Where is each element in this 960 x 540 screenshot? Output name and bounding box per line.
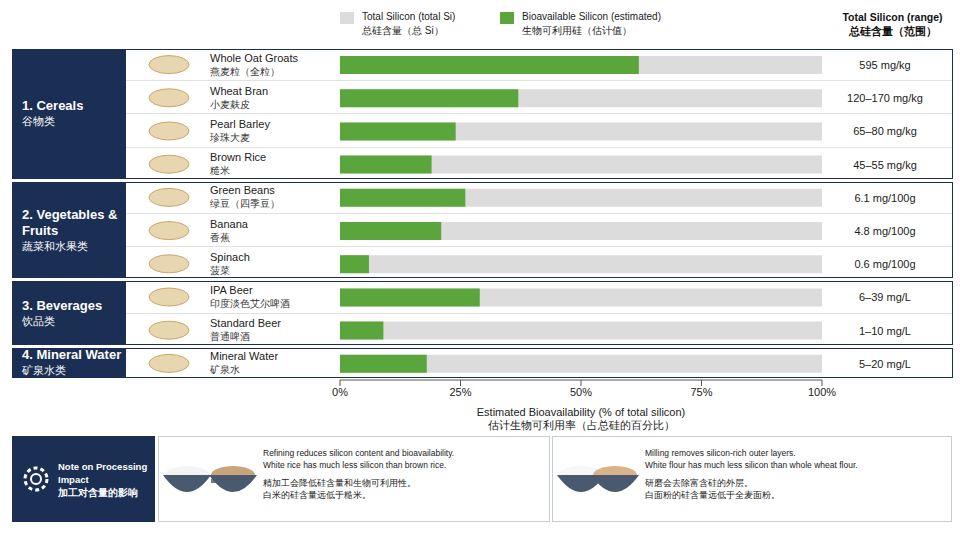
- html-text:饮品类: 饮品类: [22, 314, 55, 327]
- svg-text:Wheat Bran: Wheat Bran: [210, 85, 268, 97]
- html-text:3. Beverages: 3. Beverages: [22, 297, 103, 313]
- html-text:Milling removes silicon-rich o: Milling removes silicon-rich outer layer…: [645, 448, 796, 458]
- html-text:总硅含量（总 Si）: 总硅含量（总 Si）: [362, 25, 444, 36]
- html-text:Bioavailable Silicon (estimate: Bioavailable Silicon (estimated): [522, 11, 661, 22]
- svg-text:绿豆（四季豆）: 绿豆（四季豆）: [210, 198, 280, 209]
- html-text:Total Silicon (total Si): Total Silicon (total Si): [362, 11, 456, 22]
- svg-text:25%: 25%: [449, 386, 471, 398]
- svg-text:5–20 mg/L: 5–20 mg/L: [859, 358, 911, 370]
- svg-text:1–10 mg/L: 1–10 mg/L: [859, 325, 911, 337]
- svg-text:6–39 mg/L: 6–39 mg/L: [859, 291, 911, 303]
- svg-text:100%: 100%: [808, 386, 836, 398]
- svg-text:0%: 0%: [332, 386, 348, 398]
- html-text:蔬菜和水果类: 蔬菜和水果类: [22, 239, 88, 252]
- svg-text:IPA Beer: IPA Beer: [210, 284, 253, 296]
- html-text:4. Mineral Water: 4. Mineral Water: [22, 347, 122, 363]
- html-text:白面粉的硅含量远低于全麦面粉。: 白面粉的硅含量远低于全麦面粉。: [645, 490, 780, 500]
- svg-text:小麦麸皮: 小麦麸皮: [210, 99, 250, 110]
- svg-text:65–80 mg/kg: 65–80 mg/kg: [853, 125, 917, 137]
- svg-text:595 mg/kg: 595 mg/kg: [859, 59, 910, 71]
- svg-text:Whole Oat Groats: Whole Oat Groats: [210, 52, 299, 64]
- html-text:White rice has much less silic: White rice has much less silicon than br…: [263, 460, 447, 470]
- svg-text:120–170 mg/kg: 120–170 mg/kg: [847, 92, 923, 104]
- svg-text:燕麦粒（全粒）: 燕麦粒（全粒）: [210, 66, 280, 77]
- svg-text:0.6 mg/100g: 0.6 mg/100g: [854, 258, 915, 270]
- html-text:2. Vegetables & Fruits: 2. Vegetables & Fruits: [22, 206, 118, 238]
- html-text:矿泉水类: 矿泉水类: [22, 364, 66, 377]
- html-text:Total Silicon (range): Total Silicon (range): [842, 11, 943, 23]
- svg-text:75%: 75%: [690, 386, 712, 398]
- svg-text:香蕉: 香蕉: [210, 232, 230, 243]
- html-text:白米的硅含量远低于糙米。: 白米的硅含量远低于糙米。: [263, 490, 371, 500]
- svg-text:Green Beans: Green Beans: [210, 184, 275, 196]
- html-text:White flour has much less sili: White flour has much less silicon than w…: [645, 460, 858, 470]
- html-text:研磨会去除富含硅的外层。: 研磨会去除富含硅的外层。: [645, 478, 753, 488]
- svg-text:Standard Beer: Standard Beer: [210, 317, 281, 329]
- svg-text:矿泉水: 矿泉水: [209, 364, 240, 375]
- svg-text:4.8 mg/100g: 4.8 mg/100g: [854, 225, 915, 237]
- html-text:加工对含量的影响: 加工对含量的影响: [58, 486, 138, 498]
- svg-text:Banana: Banana: [210, 218, 249, 230]
- svg-text:菠菜: 菠菜: [210, 265, 230, 276]
- html-text:Estimated Bioavailability (% o: Estimated Bioavailability (% of total si…: [476, 406, 686, 418]
- html-text:谷物类: 谷物类: [22, 115, 55, 128]
- html-text:1. Cereals: 1. Cereals: [22, 98, 84, 114]
- html-text:估计生物可利用率（占总硅的百分比）: 估计生物可利用率（占总硅的百分比）: [487, 419, 675, 431]
- svg-text:50%: 50%: [570, 386, 592, 398]
- html-text:Refining reduces silicon conte: Refining reduces silicon content and bio…: [263, 448, 455, 458]
- html-text:精加工会降低硅含量和生物可利用性。: 精加工会降低硅含量和生物可利用性。: [263, 478, 416, 488]
- svg-text:Pearl Barley: Pearl Barley: [210, 118, 270, 130]
- svg-text:6.1 mg/100g: 6.1 mg/100g: [854, 192, 915, 204]
- html-text:总硅含量（范围）: 总硅含量（范围）: [848, 25, 937, 37]
- html-text:Note on Processing Impact: Note on Processing Impact: [58, 460, 148, 485]
- svg-text:普通啤酒: 普通啤酒: [210, 331, 250, 342]
- svg-text:糙米: 糙米: [210, 165, 230, 176]
- svg-text:珍珠大麦: 珍珠大麦: [210, 132, 250, 143]
- svg-text:Mineral Water: Mineral Water: [210, 350, 278, 362]
- html-text:生物可利用硅（估计值）: 生物可利用硅（估计值）: [522, 25, 632, 36]
- svg-text:Brown Rice: Brown Rice: [210, 151, 266, 163]
- svg-text:印度淡色艾尔啤酒: 印度淡色艾尔啤酒: [210, 298, 290, 309]
- svg-text:Spinach: Spinach: [210, 251, 250, 263]
- svg-text:45–55 mg/kg: 45–55 mg/kg: [853, 159, 917, 171]
